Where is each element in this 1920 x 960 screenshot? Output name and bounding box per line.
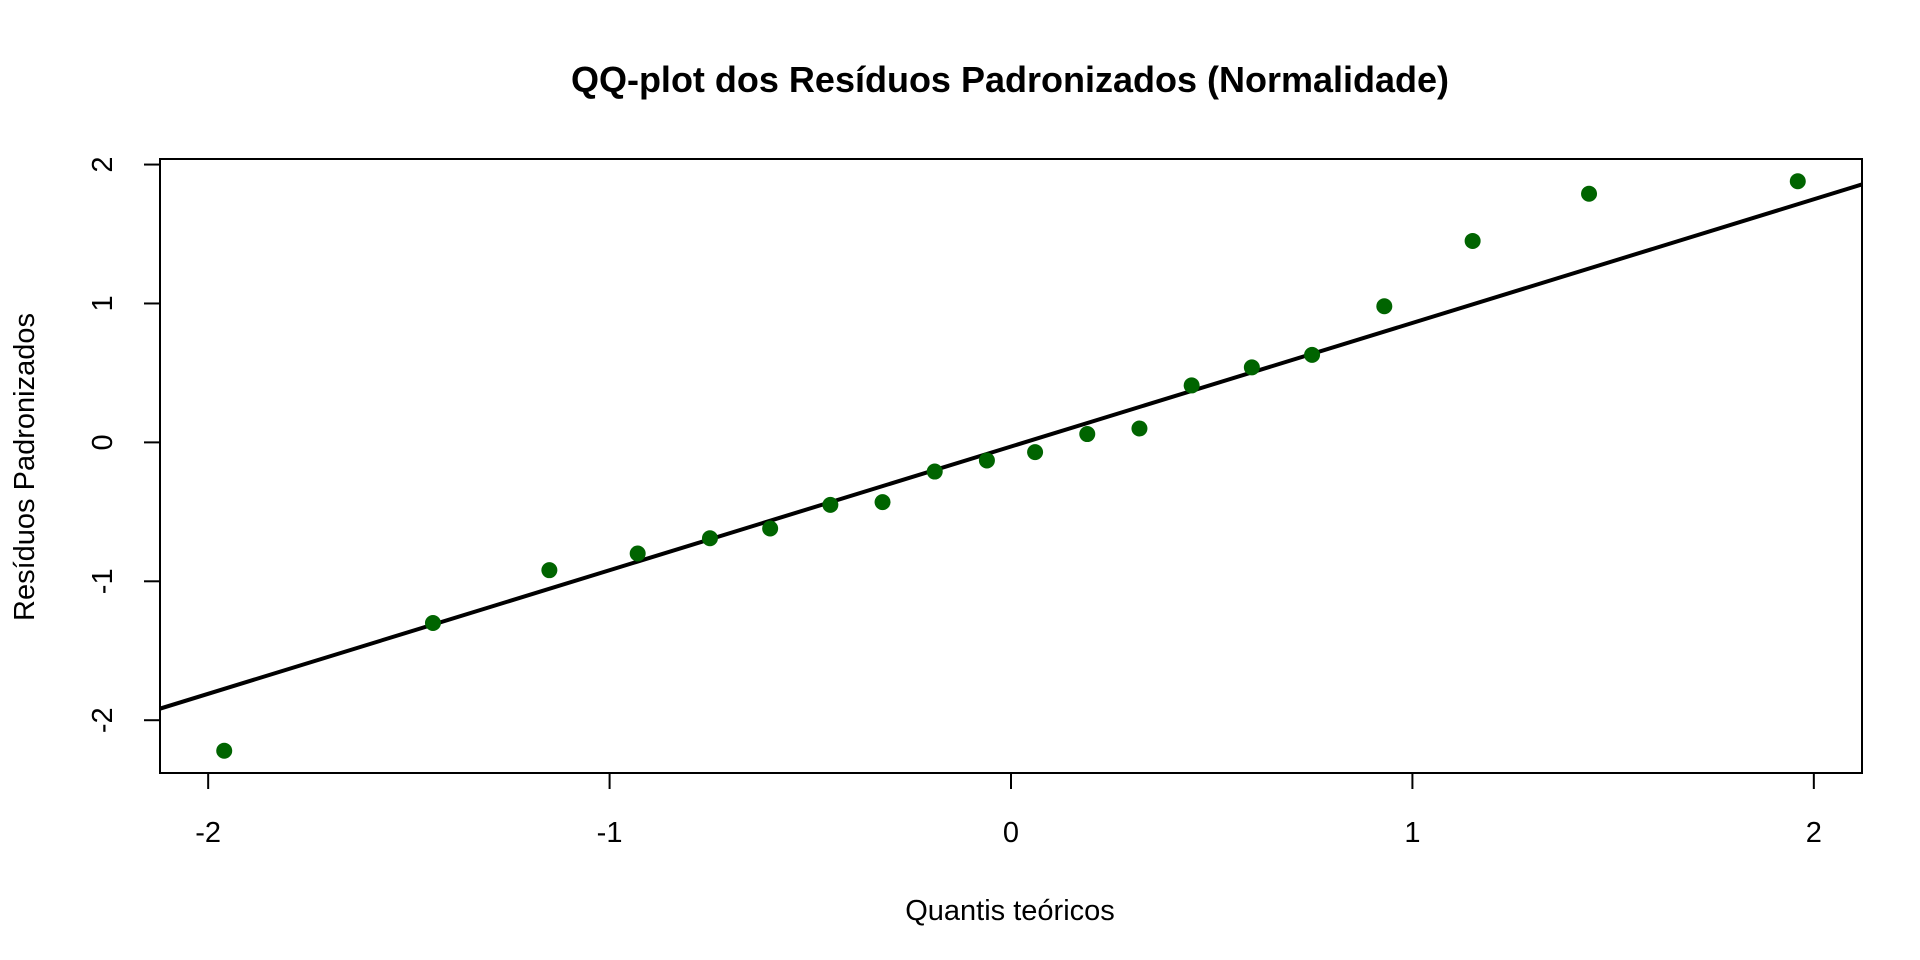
data-point bbox=[822, 496, 839, 513]
y-tick-label: -1 bbox=[87, 568, 119, 594]
data-point bbox=[1243, 359, 1260, 376]
data-point bbox=[762, 520, 779, 537]
reference-line bbox=[160, 182, 1862, 711]
x-axis-label: Quantis teóricos bbox=[905, 895, 1115, 927]
data-point bbox=[1464, 232, 1481, 249]
data-point bbox=[1376, 298, 1393, 315]
y-tick-label: -2 bbox=[87, 707, 119, 733]
data-point bbox=[1079, 426, 1096, 443]
data-point bbox=[1304, 346, 1321, 363]
y-tick-label: 1 bbox=[87, 295, 119, 311]
data-point bbox=[216, 742, 233, 759]
y-tick-label: 0 bbox=[87, 434, 119, 450]
y-tick-label: 2 bbox=[87, 156, 119, 172]
x-tick-label: -2 bbox=[195, 817, 221, 849]
data-point bbox=[701, 530, 718, 547]
data-point bbox=[424, 614, 441, 631]
data-point bbox=[874, 494, 891, 511]
data-point bbox=[926, 463, 943, 480]
data-point bbox=[1789, 173, 1806, 190]
data-point bbox=[1581, 185, 1598, 202]
y-axis-label: Resíduos Padronizados bbox=[9, 313, 41, 621]
plot-frame bbox=[159, 158, 1863, 774]
x-tick-label: 0 bbox=[1003, 817, 1019, 849]
data-point bbox=[1183, 377, 1200, 394]
data-point bbox=[1027, 444, 1044, 461]
data-point bbox=[629, 545, 646, 562]
data-point bbox=[978, 452, 995, 469]
chart-title: QQ-plot dos Resíduos Padronizados (Norma… bbox=[571, 59, 1449, 100]
x-tick-label: 2 bbox=[1806, 817, 1822, 849]
x-tick-label: -1 bbox=[597, 817, 623, 849]
data-point bbox=[541, 562, 558, 579]
plot-area: -2 -1 0 1 2 -2 -1 0 1 2 bbox=[87, 156, 1863, 849]
data-point bbox=[1131, 420, 1148, 437]
x-tick-label: 1 bbox=[1404, 817, 1420, 849]
